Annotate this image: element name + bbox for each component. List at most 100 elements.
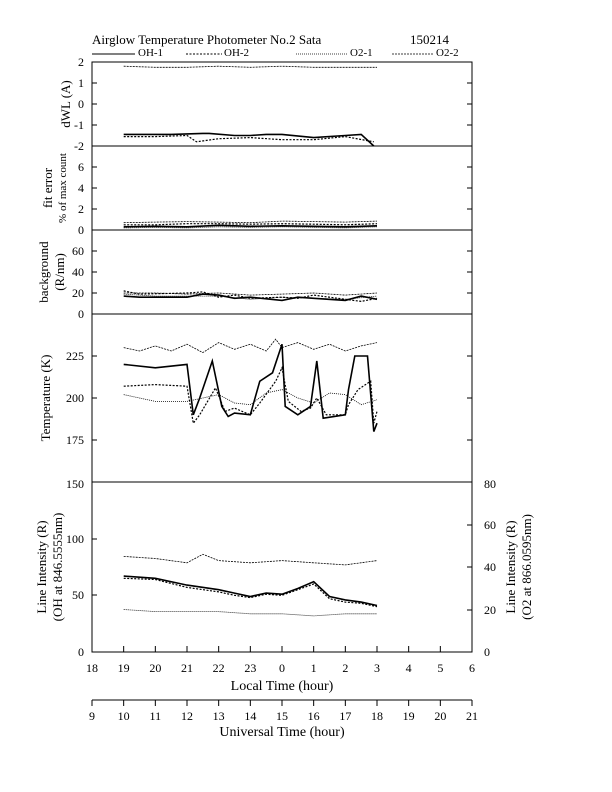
intensity-ytick: 50 [72,588,84,602]
dwl-ytick: 2 [78,55,84,69]
universal-time-tick-label: 10 [118,709,130,723]
background-ylabel2: (R/nm) [52,253,67,291]
universal-time-tick-label: 19 [403,709,415,723]
background-ytick: 40 [72,265,84,279]
intensity-right-ytick: 60 [484,518,496,532]
panel-intensity-frame [91,481,473,653]
temperature-ytick: 175 [66,433,84,447]
intensity-right-yticks: 0 20 40 60 80 [467,477,496,659]
legend: OH-1 OH-2 O2-1 O2-2 [92,47,459,59]
dwl-ytick: 0 [78,97,84,111]
universal-time-tick-label: 16 [308,709,320,723]
legend-label-o21: O2-1 [350,47,373,59]
temperature-ytick: 225 [66,349,84,363]
local-time-tick-label: 19 [118,661,130,675]
figure-title: Airglow Temperature Photometer No.2 Sata [92,32,322,47]
fit-ylabel2: % of max count [57,153,69,223]
local-time-tick-label: 22 [213,661,225,675]
temperature-series-oh-2 [123,365,378,425]
fit-series-oh-2 [123,223,378,226]
background-series-o2-2 [123,292,378,296]
intensity-ylabel: Line Intensity (R) [34,520,49,613]
universal-time-tick-label: 17 [339,709,351,723]
intensity-ytick: 100 [66,532,84,546]
intensity-right-ytick: 20 [484,603,496,617]
local-time-tick-label: 1 [311,661,317,675]
dwl-ytick: -2 [74,139,84,153]
background-series-o2-1 [123,293,378,300]
universal-time-tick-label: 15 [276,709,288,723]
background-yticks: 0 20 40 60 [72,244,472,321]
intensity-ytick: 150 [66,477,84,491]
local-time-tick-label: 6 [469,661,475,675]
legend-label-o22: O2-2 [436,47,459,59]
intensity-right-ytick: 0 [484,645,490,659]
universal-time-axis: 9 10 11 12 13 14 15 16 17 18 19 20 21 [89,700,478,723]
dwl-series-oh-1 [123,132,375,147]
dwl-series-oh-2 [123,134,374,143]
panel-temperature-frame [91,313,473,483]
dwl-ytick: 1 [78,76,84,90]
local-time-axis-label: Local Time (hour) [231,679,334,694]
intensity-right-ytick: 80 [484,477,496,491]
universal-time-tick-label: 12 [181,709,193,723]
fit-ytick: 2 [78,202,84,216]
background-series-oh-2 [123,290,378,303]
fit-series-o2-2 [123,220,378,224]
temperature-yticks: 225 200 175 [66,349,472,447]
background-ytick: 60 [72,244,84,258]
universal-time-tick-label: 9 [89,709,95,723]
local-time-tick-label: 21 [181,661,193,675]
local-time-axis: 18 19 20 21 22 23 0 1 2 3 4 5 6 [86,646,475,675]
local-time-tick-label: 2 [342,661,348,675]
background-ylabel: background [36,241,51,303]
dwl-ylabel: dWL (A) [58,80,73,128]
fit-yticks: 6 4 2 0 [78,160,472,237]
panel-fit-frame [91,145,473,231]
legend-label-oh2: OH-2 [224,47,249,59]
local-time-tick-label: 0 [279,661,285,675]
dwl-yticks: 2 1 0 -1 -2 [74,55,472,153]
legend-label-oh1: OH-1 [138,47,163,59]
intensity-series-oh-2 [123,577,378,608]
universal-time-tick-label: 18 [371,709,383,723]
temperature-ytick: 200 [66,391,84,405]
intensity-right-ylabel2: (O2 at 866.0595nm) [519,514,534,620]
universal-time-tick-label: 13 [213,709,225,723]
temperature-series-oh-1 [123,343,378,432]
fit-series-oh-1 [123,224,378,228]
dwl-ytick: -1 [74,118,84,132]
local-time-tick-label: 18 [86,661,98,675]
intensity-series-o2-2 [123,553,378,566]
background-ytick: 20 [72,286,84,300]
dwl-series-o2-2 [123,65,377,68]
intensity-right-ylabel: Line Intensity (R) [503,520,518,613]
local-time-tick-label: 5 [437,661,443,675]
local-time-tick-label: 4 [406,661,412,675]
panel-dwl-frame [91,61,473,147]
background-ytick: 0 [78,307,84,321]
local-time-tick-label: 3 [374,661,380,675]
date-label: 150214 [410,32,450,47]
panel-background-frame [91,229,473,315]
fit-ytick: 0 [78,223,84,237]
universal-time-axis-label: Universal Time (hour) [219,725,345,740]
temperature-series-o2-1 [123,389,378,406]
intensity-series-o2-1 [123,609,377,617]
intensity-right-ytick: 40 [484,560,496,574]
intensity-ylabel2: (OH at 846.5555nm) [50,513,65,622]
universal-time-tick-label: 11 [150,709,162,723]
fit-series-o2-1 [123,226,378,229]
fit-ytick: 4 [78,181,84,195]
background-series-oh-1 [123,293,378,302]
universal-time-tick-label: 20 [434,709,446,723]
intensity-ytick: 0 [78,645,84,659]
universal-time-tick-label: 21 [466,709,478,723]
intensity-series-oh-1 [123,575,378,607]
local-time-tick-label: 23 [244,661,256,675]
temperature-ylabel: Temperature (K) [38,355,53,442]
universal-time-tick-label: 14 [244,709,256,723]
local-time-tick-label: 20 [149,661,161,675]
intensity-yticks: 0 50 100 150 [66,477,97,659]
